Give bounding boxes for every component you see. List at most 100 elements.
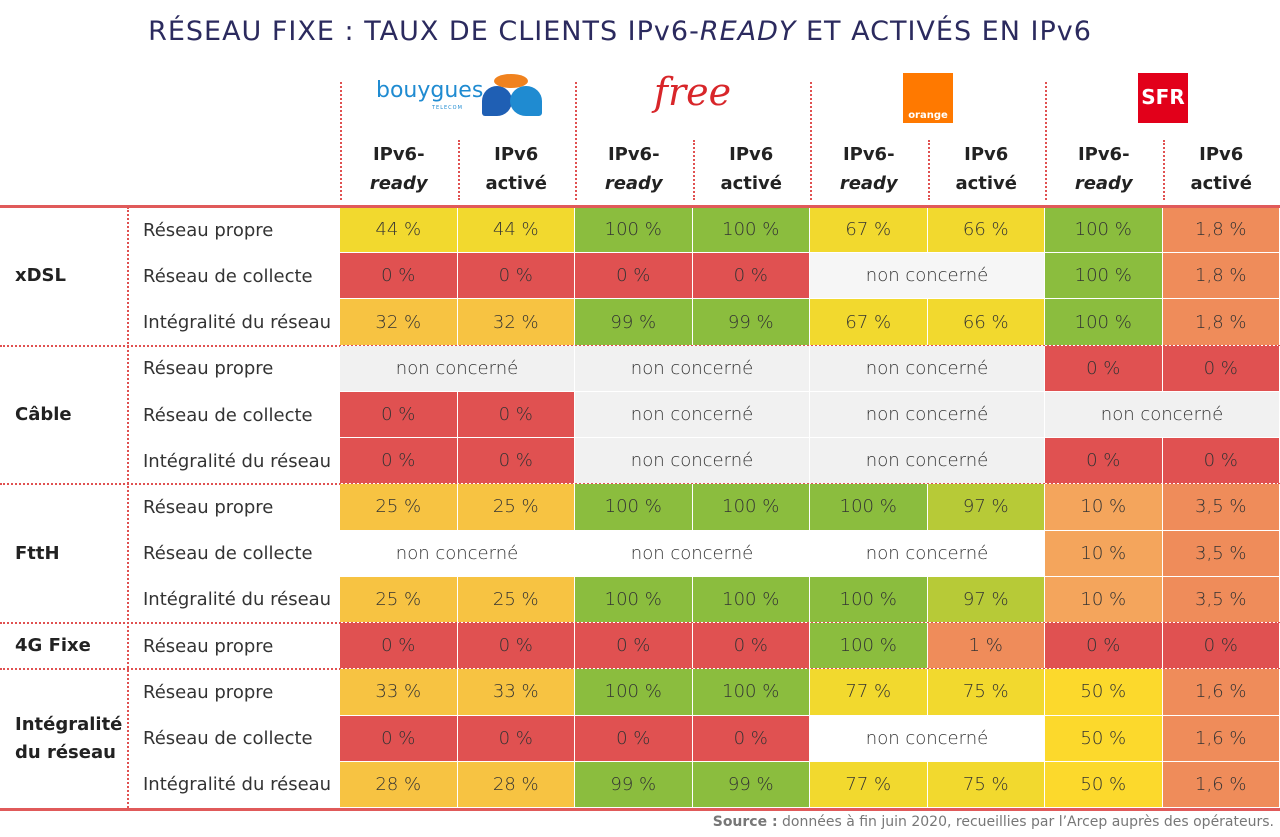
row-label: Réseau propre [143,681,274,703]
cell: 32 % [340,299,458,346]
cell: 77 % [810,669,928,716]
title: RÉSEAU FIXE : TAUX DE CLIENTS IPv6-READY… [0,16,1240,47]
cell: 0 % [1045,623,1163,670]
cell: 3,5 % [1162,530,1280,577]
cell: non concerné [810,530,1045,577]
cell: 0 % [340,623,458,670]
cell: 99 % [575,761,693,808]
cell: 100 % [575,207,693,254]
cell: 1,8 % [1162,299,1280,346]
title-part: READY [699,16,797,47]
cell: 97 % [927,576,1045,624]
cell: 32 % [457,299,575,346]
logo-sfr: SFR [1138,73,1188,123]
rule [0,808,1280,811]
title-part: ET ACTIVÉS EN IPv6 [796,16,1092,47]
logo-orange: orange [903,73,953,123]
logo-text: bouygues [376,78,484,103]
cell: 0 % [1045,438,1163,485]
column-header: IPv6- ready [340,140,458,198]
column-header: IPv6 activé [458,140,576,198]
cell: 0 % [692,623,810,670]
cell: 100 % [810,576,928,624]
header-line: ready [604,173,663,194]
cell: 67 % [810,299,928,346]
header-line: IPv6 [964,144,1009,165]
logo-text: SFR [1141,85,1185,109]
cell: 50 % [1045,715,1163,762]
cell: 0 % [575,623,693,670]
cell: 25 % [457,484,575,531]
divider [1045,82,1047,200]
cell: 99 % [692,761,810,808]
source-text: données à fin juin 2020, recueillies par… [782,814,1274,830]
source: Source : données à fin juin 2020, recuei… [713,814,1274,830]
cell: 1,6 % [1162,761,1280,808]
divider [927,140,930,200]
column-header: IPv6 activé [928,140,1046,198]
cell: 66 % [927,299,1045,346]
cell: 66 % [927,207,1045,254]
cell: 0 % [692,715,810,762]
cell: 0 % [692,253,810,300]
header-line: ready [839,173,898,194]
cell: 0 % [457,715,575,762]
cell: 67 % [810,207,928,254]
column-header: IPv6 activé [693,140,811,198]
header-line: IPv6- [607,144,660,165]
divider [692,140,695,200]
cell: 0 % [457,253,575,300]
divider [340,82,342,200]
cell: 75 % [927,761,1045,808]
cell: 100 % [692,484,810,531]
row-label: Intégralité du réseau [143,312,332,334]
cell: non concerné [810,715,1045,762]
header-line: activé [720,173,783,194]
cell: 100 % [810,623,928,670]
column-header: IPv6- ready [810,140,928,198]
cell: 99 % [575,299,693,346]
divider [1162,140,1165,200]
divider [457,140,460,200]
group-label: Intégralité du réseau [15,713,123,763]
column-header: IPv6- ready [575,140,693,198]
header-line: IPv6 [729,144,774,165]
row-label: Réseau propre [143,635,274,657]
cell: 0 % [575,715,693,762]
cell: non concerné [810,253,1045,300]
cell: 33 % [457,669,575,716]
cell: 100 % [692,207,810,254]
cell: 97 % [927,484,1045,531]
cell: 100 % [575,484,693,531]
logo-bouygues: bouygues TELECOM [370,72,550,127]
cell: 25 % [340,576,458,624]
divider [127,207,129,808]
cell: 99 % [692,299,810,346]
row-label: Intégralité du réseau [143,450,332,472]
header-line: IPv6- [372,144,425,165]
cell: 1 % [927,623,1045,670]
rule [0,205,1280,208]
header-line: IPv6- [1077,144,1130,165]
cell: non concerné [810,438,1045,485]
cell: 33 % [340,669,458,716]
cell: 100 % [575,576,693,624]
cell: 0 % [340,715,458,762]
cell: 100 % [692,576,810,624]
cell: non concerné [1045,391,1280,439]
row-label: Réseau propre [143,219,274,241]
source-label: Source : [712,814,778,830]
divider [810,82,812,200]
row-label: Réseau de collecte [143,543,313,565]
cell: 0 % [1045,345,1163,392]
title-part: RÉSEAU FIXE : TAUX DE CLIENTS IPv6- [148,16,700,47]
cell: 0 % [1162,345,1280,392]
row-label: Réseau de collecte [143,728,313,750]
cell: 0 % [457,623,575,670]
group-label: 4G Fixe [15,635,91,657]
cell: 3,5 % [1162,484,1280,531]
cell: non concerné [810,391,1045,439]
cell: 100 % [1045,207,1163,254]
group-label: Câble [15,404,72,426]
cell: 100 % [1045,299,1163,346]
